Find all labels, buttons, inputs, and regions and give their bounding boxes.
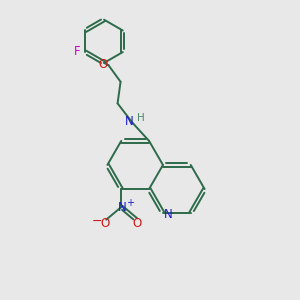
Text: F: F [74,45,81,58]
Text: N: N [125,115,134,128]
Text: O: O [133,217,142,230]
Text: N: N [118,201,127,214]
Text: O: O [98,58,108,70]
Text: +: + [126,198,134,208]
Text: H: H [137,113,145,123]
Text: N: N [164,208,172,221]
Text: O: O [100,217,110,230]
Text: −: − [92,215,102,228]
